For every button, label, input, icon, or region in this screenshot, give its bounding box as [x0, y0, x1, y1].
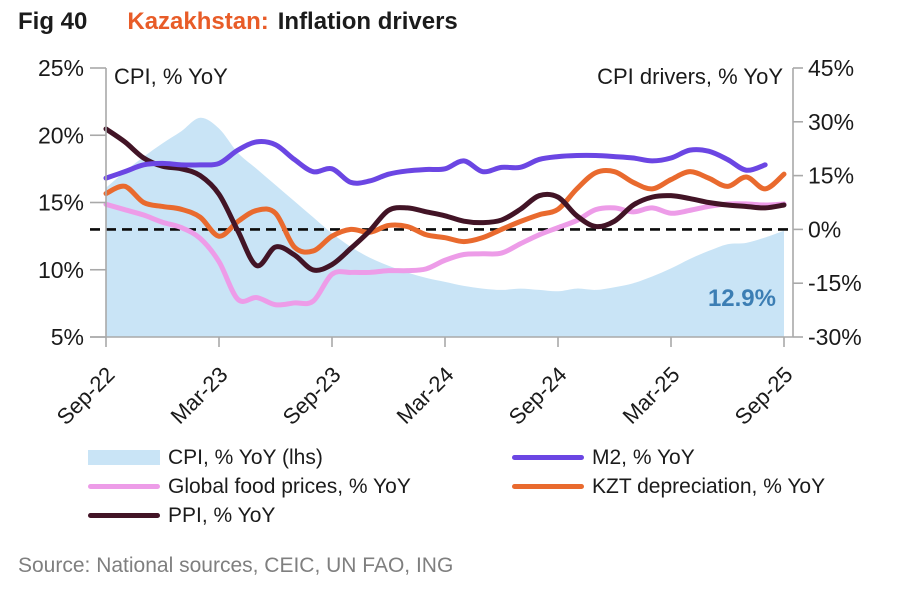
legend-label: Global food prices, % YoY	[168, 474, 411, 498]
legend-label: CPI, % YoY (lhs)	[168, 445, 323, 469]
inflation-drivers-chart: 25% 20% 15% 10% 5% 45% 30% 15% 0% -15% -30% Sep-22 M…	[38, 55, 862, 430]
figure-title-subject: Inflation drivers	[277, 8, 458, 35]
cpi-area	[106, 117, 784, 337]
ppi-line	[103, 126, 787, 273]
right-axis-title: CPI drivers, % YoY	[597, 64, 783, 89]
x-axis-tick-label: Mar-24	[392, 362, 459, 429]
legend-label: KZT depreciation, % YoY	[592, 474, 826, 498]
legend-item: Global food prices, % YoY	[88, 472, 411, 501]
global-food-prices-line	[103, 201, 787, 308]
right-axis-tick-label: 0%	[808, 216, 841, 242]
legend-swatch-kzt	[512, 484, 584, 489]
right-axis-tick-label: -30%	[808, 324, 862, 350]
left-axis-tick-label: 20%	[38, 122, 84, 148]
left-axis-title: CPI, % YoY	[114, 64, 228, 89]
legend-column-left: CPI, % YoY (lhs) Global food prices, % Yo…	[88, 443, 411, 530]
kzt-depreciation-line	[103, 168, 787, 255]
source-note: Source: National sources, CEIC, UN FAO, …	[18, 554, 454, 577]
right-axis-tick-label: 30%	[808, 109, 854, 135]
right-axis-tick-label: -15%	[808, 270, 862, 296]
x-axis-tick-label: Sep-22	[52, 362, 120, 430]
left-axis-tick-label: 10%	[38, 257, 84, 283]
left-axis-tick-label: 15%	[38, 190, 84, 216]
legend-column-right: M2, % YoY KZT depreciation, % YoY	[512, 443, 825, 501]
legend-swatch-m2	[512, 455, 584, 460]
legend-item: CPI, % YoY (lhs)	[88, 443, 411, 472]
right-axis-tick-label: 45%	[808, 55, 854, 81]
figure-title-region: Kazakhstan:	[127, 8, 269, 35]
legend-item: PPI, % YoY	[88, 501, 411, 530]
x-axis-tick-label: Sep-24	[504, 362, 572, 430]
left-axis-tick-label: 5%	[51, 324, 84, 350]
right-axis-tick-label: 15%	[808, 163, 854, 189]
x-axis-tick-label: Sep-23	[278, 362, 346, 430]
m2-line	[103, 139, 768, 186]
legend-item: KZT depreciation, % YoY	[512, 472, 825, 501]
x-axis-tick-label: Mar-25	[618, 362, 685, 429]
legend-label: M2, % YoY	[592, 445, 695, 469]
x-axis-tick-label: Sep-25	[730, 362, 798, 430]
legend-item: M2, % YoY	[512, 443, 825, 472]
legend-swatch-area	[88, 450, 160, 465]
legend-label: PPI, % YoY	[168, 503, 276, 527]
x-axis-tick-label: Mar-23	[166, 362, 233, 429]
left-axis-tick-label: 25%	[38, 55, 84, 81]
figure-number: Fig 40	[18, 8, 88, 35]
legend-swatch-food	[88, 484, 160, 489]
legend-swatch-ppi	[88, 513, 160, 518]
figure-title: Fig 40 Kazakhstan: Inflation drivers	[18, 8, 458, 36]
latest-cpi-annotation: 12.9%	[708, 285, 776, 312]
